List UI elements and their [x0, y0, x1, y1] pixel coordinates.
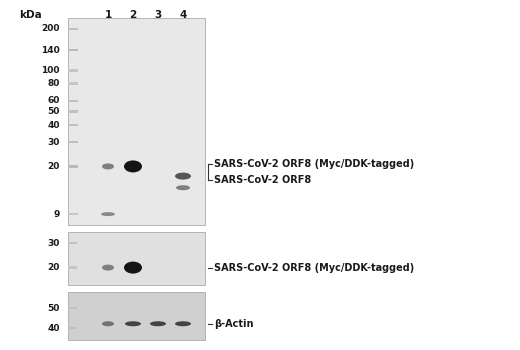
Ellipse shape [102, 321, 114, 326]
Bar [68, 111, 78, 113]
Bar [68, 82, 78, 85]
Text: 30: 30 [48, 138, 60, 147]
Bar [68, 99, 78, 102]
Text: 40: 40 [47, 324, 60, 332]
Text: 50: 50 [48, 304, 60, 313]
Bar [68, 232, 205, 285]
Text: 200: 200 [42, 25, 60, 33]
Ellipse shape [102, 265, 114, 271]
Ellipse shape [150, 321, 166, 326]
Bar [68, 124, 78, 126]
Bar [68, 165, 78, 168]
Text: 20: 20 [48, 263, 60, 272]
Text: SARS-CoV-2 ORF8 (Myc/DDK-tagged): SARS-CoV-2 ORF8 (Myc/DDK-tagged) [214, 262, 414, 273]
Text: 2: 2 [129, 10, 137, 20]
Text: 40: 40 [47, 120, 60, 130]
Bar [68, 327, 77, 329]
Bar [68, 49, 78, 51]
Text: 140: 140 [41, 46, 60, 55]
Text: 80: 80 [48, 79, 60, 88]
Text: 20: 20 [48, 162, 60, 171]
Text: SARS-CoV-2 ORF8: SARS-CoV-2 ORF8 [214, 175, 311, 185]
Ellipse shape [175, 173, 191, 180]
Ellipse shape [102, 163, 114, 169]
Text: 9: 9 [54, 210, 60, 219]
Text: 60: 60 [48, 96, 60, 105]
Ellipse shape [101, 212, 115, 216]
Text: β-Actin: β-Actin [214, 319, 254, 329]
Bar [68, 307, 77, 309]
Bar [68, 242, 77, 244]
Text: 30: 30 [48, 239, 60, 247]
Text: 50: 50 [48, 107, 60, 116]
Ellipse shape [124, 261, 142, 274]
Text: 3: 3 [154, 10, 162, 20]
Text: 100: 100 [42, 66, 60, 75]
Bar [68, 213, 78, 215]
Text: kDa: kDa [19, 10, 42, 20]
Bar [68, 18, 205, 225]
Text: 1: 1 [105, 10, 112, 20]
Ellipse shape [176, 185, 190, 190]
Bar [68, 292, 205, 340]
Bar [68, 69, 78, 71]
Ellipse shape [125, 321, 141, 326]
Bar [68, 141, 78, 144]
Bar [68, 266, 77, 269]
Ellipse shape [124, 160, 142, 173]
Text: 4: 4 [179, 10, 187, 20]
Bar [68, 28, 78, 30]
Ellipse shape [175, 321, 191, 326]
Text: SARS-CoV-2 ORF8 (Myc/DDK-tagged): SARS-CoV-2 ORF8 (Myc/DDK-tagged) [214, 159, 414, 168]
